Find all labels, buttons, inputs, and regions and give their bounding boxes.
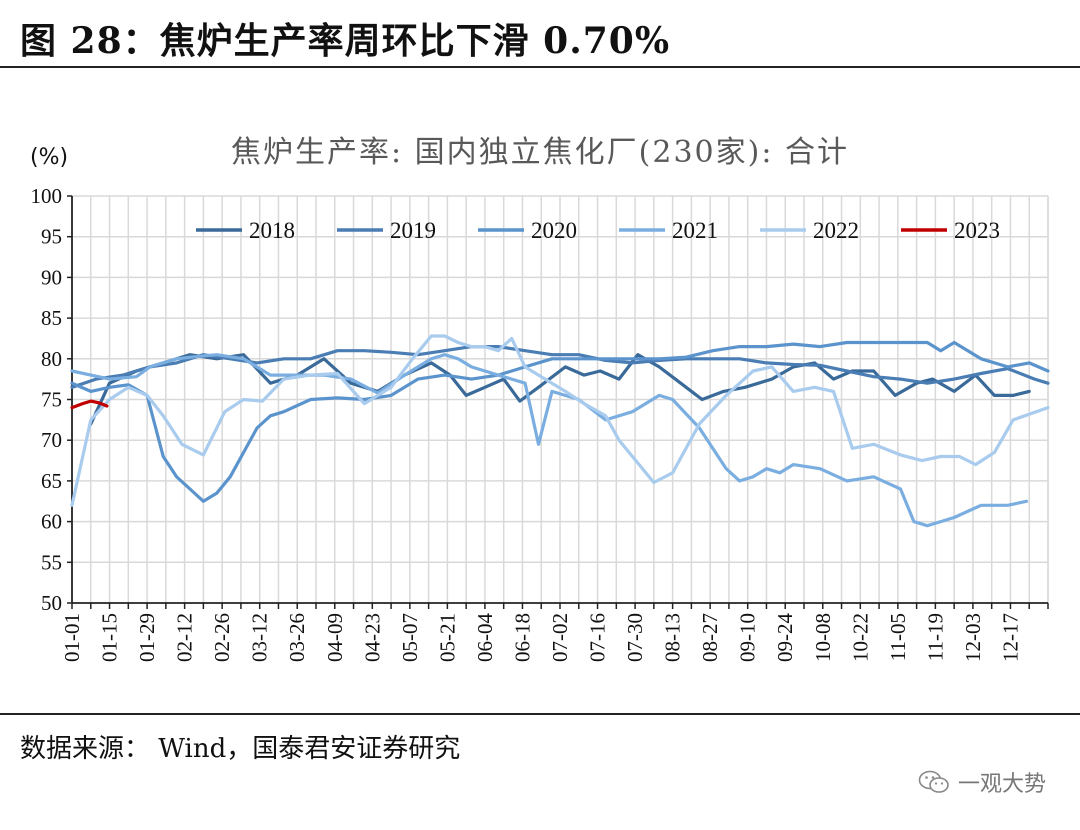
y-tick-label: 50 bbox=[41, 591, 62, 615]
legend: 2018 2019 2020 2021 2022 2023 bbox=[196, 218, 1000, 243]
y-tick-label: 95 bbox=[41, 225, 62, 249]
x-tick-label: 02-26 bbox=[210, 613, 234, 662]
x-tick-label: 10-08 bbox=[811, 613, 835, 662]
figure-title: 图 28：焦炉生产率周环比下滑 0.70% bbox=[20, 20, 671, 62]
y-tick-label: 60 bbox=[41, 510, 62, 534]
legend-label-2022: 2022 bbox=[813, 218, 859, 243]
x-tick-label: 04-09 bbox=[323, 613, 347, 662]
x-tick-label: 04-23 bbox=[360, 613, 384, 662]
x-tick-label: 09-24 bbox=[773, 613, 797, 662]
y-tick-label: 75 bbox=[41, 388, 62, 412]
x-tick-label: 07-02 bbox=[548, 613, 572, 662]
series-line-2019 bbox=[70, 345, 1050, 389]
x-tick-label: 12-03 bbox=[961, 613, 985, 662]
series-line-2022 bbox=[70, 334, 1050, 507]
chart-title: 焦炉生产率: 国内独立焦化厂(230家): 合计 bbox=[231, 135, 849, 170]
legend-label-2021: 2021 bbox=[672, 218, 718, 243]
bottom-rule bbox=[0, 713, 1080, 715]
legend-label-2019: 2019 bbox=[390, 218, 436, 243]
y-tick-label: 100 bbox=[31, 184, 63, 208]
x-tick-label: 06-04 bbox=[473, 613, 497, 662]
x-tick-label: 12-17 bbox=[998, 613, 1022, 662]
y-tick-label: 70 bbox=[41, 428, 62, 452]
legend-label-2023: 2023 bbox=[954, 218, 1000, 243]
y-tick-label: 80 bbox=[41, 347, 62, 371]
x-tick-label: 02-12 bbox=[173, 613, 197, 662]
series-line-2023 bbox=[70, 399, 109, 410]
legend-label-2018: 2018 bbox=[249, 218, 295, 243]
series-line-2020 bbox=[70, 340, 1050, 503]
watermark-text: 一观大势 bbox=[957, 772, 1046, 797]
x-tick-label: 06-18 bbox=[510, 613, 534, 662]
x-tick-label: 11-05 bbox=[886, 613, 910, 661]
x-tick-label: 03-26 bbox=[285, 613, 309, 662]
y-tick-label: 85 bbox=[41, 306, 62, 330]
x-tick-label: 07-30 bbox=[623, 613, 647, 662]
x-tick-label: 01-15 bbox=[98, 613, 122, 662]
x-tick-label: 01-29 bbox=[135, 613, 159, 662]
y-axis: 50 55 60 65 70 75 80 85 90 95 100 bbox=[31, 184, 73, 615]
y-tick-label: 90 bbox=[41, 265, 62, 289]
x-tick-label: 11-19 bbox=[923, 613, 947, 661]
y-tick-label: 65 bbox=[41, 469, 62, 493]
x-tick-label: 10-22 bbox=[848, 613, 872, 662]
series-line-2018 bbox=[89, 353, 1031, 426]
x-tick-label: 05-07 bbox=[398, 613, 422, 662]
x-axis: 01-01 01-15 01-29 02-12 02-26 03-12 03-26 04-09… bbox=[60, 602, 1049, 662]
x-tick-label: 09-10 bbox=[736, 613, 760, 662]
series-lines bbox=[70, 334, 1050, 528]
x-tick-label: 05-21 bbox=[435, 613, 459, 662]
source-note: 数据来源： Wind，国泰君安证券研究 bbox=[20, 734, 461, 764]
watermark: 一观大势 bbox=[918, 766, 1046, 798]
x-tick-label: 07-16 bbox=[586, 613, 610, 662]
wechat-icon bbox=[918, 770, 949, 793]
y-axis-unit-label: (%) bbox=[30, 145, 68, 170]
y-tick-label: 55 bbox=[41, 550, 62, 574]
top-rule bbox=[0, 66, 1080, 68]
x-tick-label: 03-12 bbox=[248, 613, 272, 662]
x-tick-label: 08-13 bbox=[661, 613, 685, 662]
x-tick-label: 01-01 bbox=[60, 613, 84, 662]
grid-lines bbox=[72, 195, 1049, 603]
line-chart: 焦炉生产率: 国内独立焦化厂(230家): 合计 (%) 50 55 60 65 70 7… bbox=[30, 135, 1050, 662]
x-tick-label: 08-27 bbox=[698, 613, 722, 662]
series-line-2021 bbox=[70, 353, 1029, 528]
legend-label-2020: 2020 bbox=[531, 218, 577, 243]
